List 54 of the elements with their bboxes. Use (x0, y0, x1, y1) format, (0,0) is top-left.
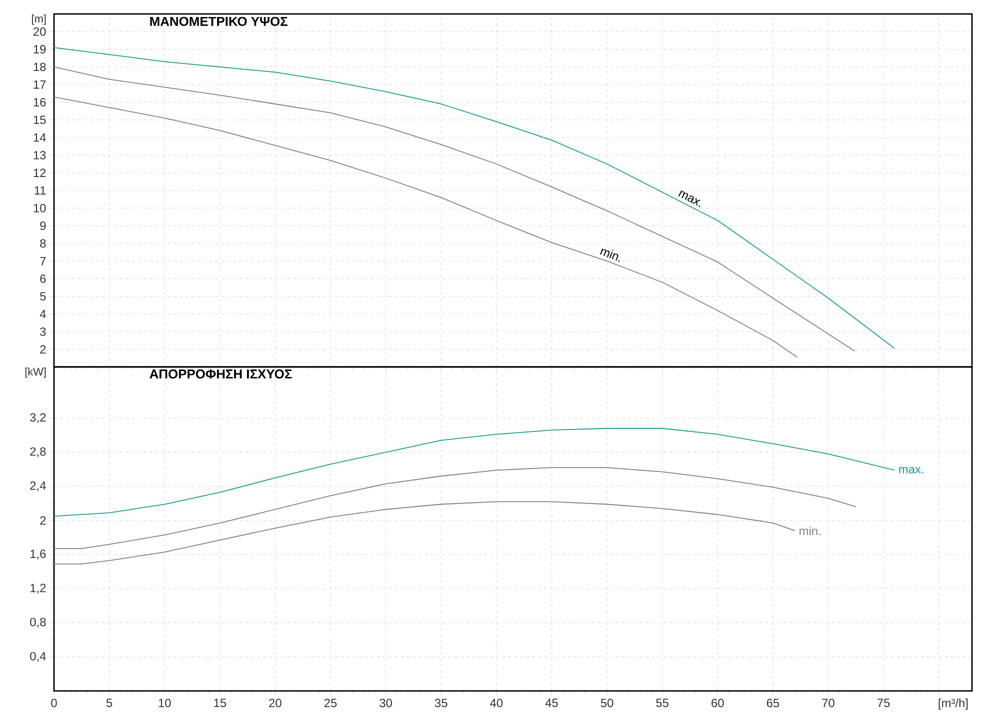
y-tick-label: 19 (34, 45, 46, 54)
y-axis-title: [kW] (25, 368, 46, 378)
y-tick-label: 7 (40, 256, 46, 266)
x-tick-label: 20 (269, 698, 282, 708)
y-tick-label: 2 (40, 345, 46, 354)
line-series (54, 96, 798, 358)
x-tick-label: 65 (766, 698, 780, 708)
y-tick-label: 2,4 (30, 481, 46, 492)
y-tick-label: 3,2 (30, 413, 46, 424)
y-tick-label: 11 (34, 186, 46, 195)
y-tick-label: 4 (40, 310, 46, 318)
x-tick-label: 25 (324, 698, 337, 708)
x-tick-label: 50 (600, 698, 614, 708)
chart-title: ΜΑΝΟΜΕΤΡΙΚΟ ΥΨΟΣ (150, 16, 288, 26)
x-tick-label: 75 (877, 698, 890, 708)
y-tick-label: 9 (40, 222, 46, 230)
y-tick-label: 17 (34, 80, 46, 89)
y-tick-label: 13 (34, 150, 46, 160)
series-label: max. (899, 466, 924, 474)
x-tick-label: 60 (712, 698, 724, 708)
y-axis-title: [m] (32, 14, 46, 25)
y-tick-label: 1,6 (30, 550, 46, 560)
y-tick-label: 6 (40, 274, 46, 283)
y-tick-label: 18 (34, 62, 46, 72)
y-tick-label: 3 (40, 327, 46, 336)
x-tick-label: 10 (158, 698, 171, 708)
y-tick-label: 15 (34, 116, 46, 124)
y-tick-label: 5 (40, 292, 46, 301)
x-tick-label: 70 (822, 698, 834, 708)
y-tick-label: 8 (40, 239, 46, 248)
x-tick-label: 15 (214, 698, 226, 708)
x-tick-label: 40 (490, 698, 503, 708)
y-tick-label: 0,8 (30, 618, 46, 628)
chart-title: ΑΠΟΡΡΟΦΗΣΗ ΙΣΧΥΟΣ (150, 369, 292, 379)
y-tick-label: 20 (34, 27, 46, 36)
x-tick-label: 30 (380, 698, 392, 708)
y-tick-label: 1,2 (30, 584, 46, 594)
x-axis-title: [m³/h] (938, 698, 968, 710)
line-series (54, 467, 856, 550)
text: min. (600, 248, 620, 262)
x-tick-label: 5 (106, 698, 112, 708)
text: max. (678, 190, 700, 207)
x-tick-label: 45 (545, 698, 558, 708)
x-tick-label: 0 (51, 698, 57, 708)
y-tick-label: 2,8 (30, 447, 46, 458)
y-tick-label: 16 (34, 98, 46, 106)
y-tick-label: 12 (34, 168, 46, 178)
y-tick-label: 10 (34, 204, 46, 212)
x-tick-label: 35 (434, 698, 448, 708)
series-label: min. (800, 526, 820, 536)
y-tick-label: 2 (40, 516, 46, 525)
x-tick-label: 55 (656, 698, 668, 708)
y-tick-label: 0,4 (30, 652, 46, 662)
y-tick-label: 14 (34, 133, 46, 142)
